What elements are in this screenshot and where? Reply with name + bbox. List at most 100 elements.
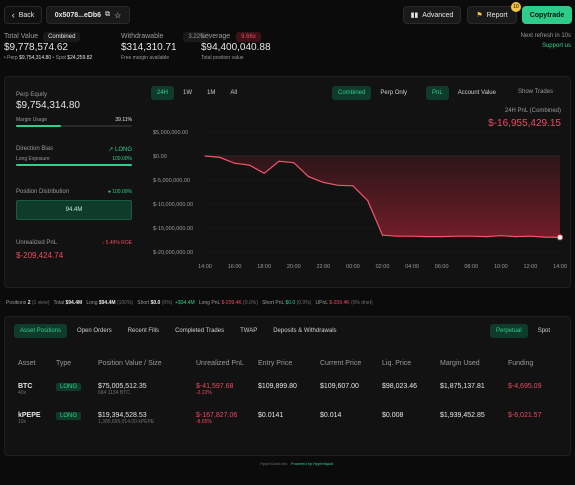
y-tick-label: $-5,000,000.00 [153,178,190,184]
back-button[interactable]: ‹ Back [4,6,42,24]
footer-powered[interactable]: Powered by Hyperliquid [290,461,334,466]
asset-name[interactable]: BTC [18,383,33,390]
table-header: Asset Type Position Value / Size Unrealized… [18,360,563,383]
mode-perp-only[interactable]: Perp Only [380,90,408,96]
column-header[interactable]: Current Price [320,360,362,367]
x-tick-label: 14:00 [553,264,567,270]
total-value-mode[interactable]: Combined [43,32,81,42]
positions-panel [4,316,571,456]
advanced-button[interactable]: ▮▮ Advanced [403,6,461,24]
tab-twap[interactable]: TWAP [240,328,258,334]
x-tick-label: 20:00 [287,264,301,270]
pnl-point [337,184,339,186]
positions-tabs: Asset Positions Open Orders Recent Fills Co… [14,324,343,338]
pnl-point [263,172,265,174]
support-link[interactable]: Support us [541,43,571,49]
margin-usage-bar [16,125,132,127]
range-1w[interactable]: 1W [183,90,193,96]
pnl-point [470,235,472,237]
perp-value: $9,754,314.80 [19,55,52,61]
pnl-point [233,162,236,164]
column-header[interactable]: Asset [18,360,36,367]
bar-chart-icon: ▮▮ [410,12,419,19]
long-exposure-bar [16,164,132,166]
trend-down-icon: ↓ [101,240,106,246]
direction-block: Direction Bias ↗ LONG Long Exposure 100.0… [16,146,132,166]
report-button[interactable]: ⚑ Report [467,6,517,24]
leverage-block: Leverage 9.66x $94,400,040.88 Total posi… [201,32,271,61]
pnl-point [248,164,250,166]
type-tab-spot[interactable]: Spot [537,328,551,334]
star-icon[interactable]: ☆ [114,10,122,20]
x-tick-label: 10:00 [494,264,508,270]
tab-completed-trades[interactable]: Completed Trades [175,328,225,334]
flag-icon: ⚑ [476,12,483,19]
pnl-point [278,160,280,162]
entry-price: $0.0141 [258,412,284,419]
mode-combined[interactable]: Combined [332,86,372,100]
pnl-point [455,235,458,237]
pnl-point [411,235,413,237]
footer: HyperDash.info Powered by Hyperliquid [260,461,333,466]
margin-used: $1,939,452.85 [440,412,485,419]
liq-price: $0.008 [382,412,404,419]
position-value: $19,394,528.53 [98,412,147,419]
unrealized-pnl: $-167,827.06 [196,412,238,419]
tab-open-orders[interactable]: Open Orders [77,328,112,334]
position-value: $75,005,512.35 [98,383,147,390]
column-header[interactable]: Unrealized PnL [196,360,244,367]
current-price: $0.014 [320,412,342,419]
tab-recent-fills[interactable]: Recent Fills [127,328,160,334]
leverage: 40x [18,390,27,396]
column-header[interactable]: Funding [508,360,534,367]
chart-title: 24H PnL (Combined) [504,108,561,114]
metric-account-value[interactable]: Account Value [457,90,496,96]
show-trades-toggle[interactable]: Show Trades [518,89,554,95]
pnl-chart[interactable]: $5,000,000.00 $0.00 $-5,000,000.00 $-10,000… [150,128,568,274]
current-price: $109,607.00 [320,383,359,390]
column-header[interactable]: Type [56,360,72,367]
copytrade-button[interactable]: Copytrade [522,6,572,24]
type-tab-perpetual[interactable]: Perpetual [490,324,528,338]
footer-site[interactable]: HyperDash.info [260,461,288,466]
column-header[interactable]: Position Value / Size [98,360,162,367]
pnl-point [426,236,428,238]
table-row[interactable]: kPEPE 10x LONG $19,394,528.53 1,385,695,014.… [18,412,563,441]
unrealized-pnl-block: Unrealized PnL ↓ 5.49% ROE $-209,424.74 [16,240,132,260]
pnl-point [307,176,310,178]
pnl-point [367,200,369,202]
asset-name[interactable]: kPEPE [18,412,41,419]
tab-asset-positions[interactable]: Asset Positions [14,324,68,338]
table-row[interactable]: BTC 40x LONG $75,005,512.35 684.1134 BTC $-41… [18,383,563,412]
x-tick-label: 00:00 [346,264,360,270]
total-value-block: Total Value Combined $9,778,574.62 • Per… [4,32,93,61]
spot-value: $24,259.82 [67,55,93,61]
pnl-point [219,156,221,159]
trend-up-icon: ↗ [108,147,115,153]
copy-icon[interactable]: ⧉ [105,11,111,18]
metric-pnl[interactable]: PnL [426,86,449,100]
range-all[interactable]: All [230,90,238,96]
tab-deposits-withdrawals[interactable]: Deposits & Withdrawals [273,328,337,334]
y-tick-label: $-10,000,000.00 [153,202,193,208]
funding: $-6,021.57 [508,412,542,419]
column-header[interactable]: Margin Used [440,360,480,367]
pnl-area [205,156,560,238]
x-tick-label: 16:00 [228,264,242,270]
report-badge: 10 [511,2,521,12]
margin-usage: 39.11% [115,117,132,123]
y-tick-label: $5,000,000.00 [153,130,188,136]
long-exposure: 100.00% [112,156,132,162]
position-distribution-box[interactable]: 94.4M [16,200,132,220]
liq-price: $98,023.46 [382,383,418,390]
column-header[interactable]: Entry Price [258,360,293,367]
withdrawable-pct: 3.22% [183,32,211,42]
chevron-left-icon: ‹ [11,10,15,20]
address-pill[interactable]: 0x5078...eDb6 ⧉ ☆ [46,6,130,24]
position-size: 684.1134 BTC [98,390,130,396]
range-24h[interactable]: 24H [151,86,175,100]
x-tick-label: 04:00 [405,264,419,270]
market-type-tabs: Perpetual Spot [490,324,556,338]
range-1m[interactable]: 1M [207,90,216,96]
column-header[interactable]: Liq. Price [382,360,412,367]
